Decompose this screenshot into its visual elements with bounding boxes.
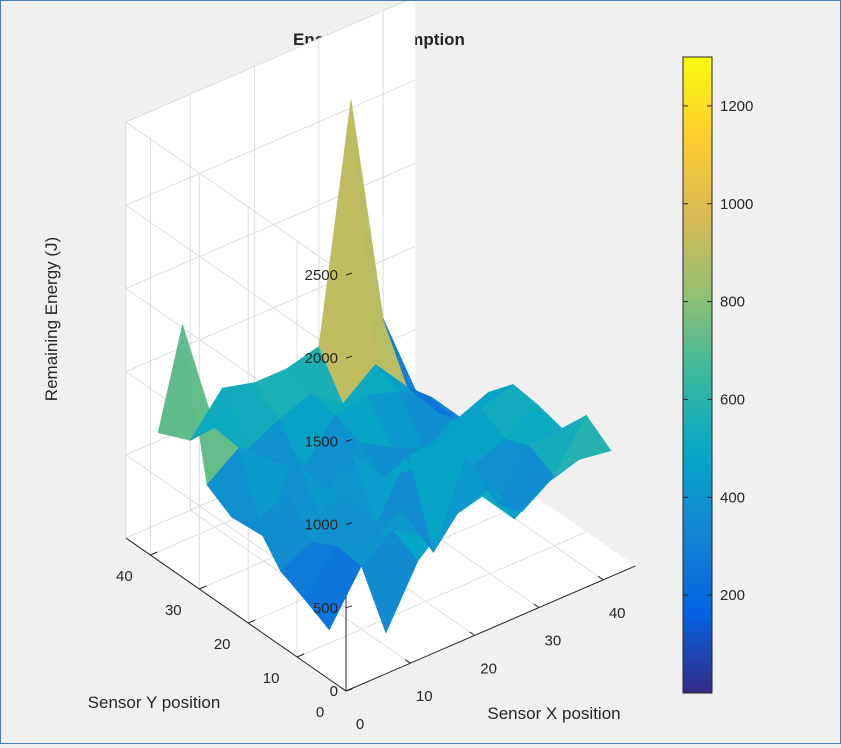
colorbar-ticks: 200 400 600 800 1000 1200 [683, 98, 753, 604]
x-tick-label: 20 [480, 660, 497, 677]
z-tick-label: 2000 [305, 350, 338, 367]
x-tick [469, 631, 475, 636]
y-tick-label: 0 [316, 704, 324, 721]
colorbar-tick-label: 1200 [720, 98, 753, 115]
colorbar-tick-label: 800 [720, 294, 745, 311]
x-axis-line [345, 565, 636, 692]
z-tick [345, 272, 353, 276]
z-tick-label: 2500 [305, 267, 338, 284]
colorbar: 200 400 600 800 1000 1200 [682, 56, 753, 694]
z-tick-label: 0 [330, 683, 338, 700]
grid-line [125, 204, 347, 359]
grid-line [125, 121, 347, 276]
y-tick [345, 687, 354, 692]
x-tick-label: 0 [356, 716, 364, 733]
y-tick-label: 40 [116, 568, 133, 585]
grid-line [125, 79, 416, 206]
grid-line [125, 162, 416, 289]
y-axis-line [125, 537, 347, 692]
y-tick [150, 551, 158, 556]
y-tick-label: 20 [214, 636, 231, 653]
y-axis-label: Sensor Y position [88, 693, 221, 712]
y-tick [248, 619, 256, 624]
y-tick-label: 30 [165, 602, 182, 619]
z-tick-label: 1500 [305, 433, 338, 450]
z-axis-label: Remaining Energy (J) [42, 237, 61, 401]
x-tick [597, 575, 604, 581]
z-tick [345, 355, 353, 359]
x-tick [405, 659, 411, 664]
colorbar-tick-label: 200 [720, 587, 745, 604]
y-tick [296, 653, 305, 658]
x-tick-label: 10 [416, 688, 433, 705]
x-axis-label: Sensor X position [487, 704, 620, 723]
z-tick [345, 522, 353, 526]
z-tick-label: 1000 [305, 517, 338, 534]
grid-line [296, 531, 587, 658]
x-tick [533, 603, 540, 609]
surface[interactable] [157, 99, 612, 634]
z-tick [345, 605, 353, 609]
colorbar-tick-label: 1000 [720, 196, 753, 213]
z-tick [345, 438, 353, 442]
x-tick [340, 687, 347, 692]
colorbar-tick-label: 400 [720, 489, 745, 506]
z-tick-label: 500 [313, 600, 338, 617]
grid-line [125, 0, 410, 123]
colorbar-tick-label: 600 [720, 391, 745, 408]
y-tick [199, 585, 207, 590]
tick-labels: 0 500 1000 1500 2000 2500 0 10 20 30 40 0 10 20 30 40 [116, 267, 625, 733]
x-tick-label: 30 [545, 633, 562, 650]
surface-patch[interactable] [554, 414, 612, 477]
colorbar-gradient [682, 56, 713, 694]
y-tick-label: 10 [263, 670, 280, 687]
x-tick-label: 40 [609, 605, 626, 622]
